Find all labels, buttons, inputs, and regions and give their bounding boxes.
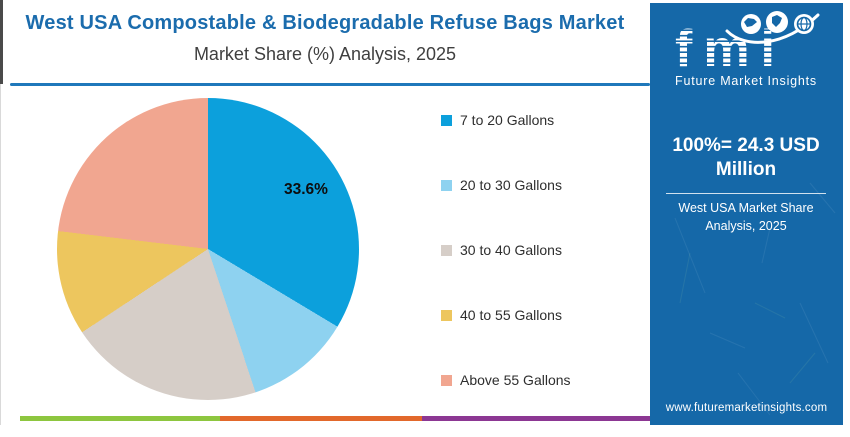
market-size-headline: 100%= 24.3 USD Million	[672, 135, 820, 180]
fmi-logo: fmi Future Market Insights	[675, 11, 820, 88]
legend-item-label: 7 to 20 Gallons	[460, 112, 555, 128]
pie-slice-callout: 33.6%	[284, 181, 328, 198]
panel-background-texture	[674, 182, 836, 416]
logo-medallion-map-1	[741, 14, 761, 34]
legend-swatch-icon	[441, 374, 452, 386]
page-title: West USA Compostable & Biodegradable Ref…	[25, 12, 625, 34]
legend-swatch-icon	[441, 309, 452, 321]
window-left-accent	[0, 0, 3, 84]
legend-item-above-55: Above 55 Gallons	[441, 372, 571, 388]
logo-tagline: Future Market Insights	[675, 74, 817, 88]
brand-side-panel: fmi Future Market Insights 100%= 24.3 US…	[650, 3, 843, 425]
chart-legend: 7 to 20 Gallons 20 to 30 Gallons 30 to 4…	[441, 112, 571, 437]
legend-swatch-icon	[441, 114, 452, 126]
legend-item-label: 30 to 40 Gallons	[460, 242, 562, 258]
legend-item-7-20: 7 to 20 Gallons	[441, 112, 571, 128]
pie-chart	[57, 98, 359, 400]
legend-item-label: 20 to 30 Gallons	[460, 177, 562, 193]
legend-item-40-55: 40 to 55 Gallons	[441, 307, 571, 323]
logo-medallion-map-2	[766, 11, 788, 33]
legend-item-20-30: 20 to 30 Gallons	[441, 177, 571, 193]
footer-accent-bar-purple	[422, 416, 650, 421]
legend-swatch-icon	[441, 179, 452, 191]
page-subtitle: Market Share (%) Analysis, 2025	[193, 44, 457, 64]
panel-divider	[666, 193, 826, 194]
panel-caption: West USA Market Share Analysis, 2025	[678, 201, 814, 234]
footer-accent-bar-orange	[220, 416, 422, 421]
footer-accent-bar-green	[20, 416, 220, 421]
legend-item-label: 40 to 55 Gallons	[460, 307, 562, 323]
header-divider	[10, 83, 650, 86]
website-link[interactable]: www.futuremarketinsights.com	[665, 402, 828, 414]
window-left-hairline	[0, 0, 1, 425]
legend-item-30-40: 30 to 40 Gallons	[441, 242, 571, 258]
legend-item-label: Above 55 Gallons	[460, 372, 571, 388]
logo-medallion-globe	[794, 14, 814, 34]
header: West USA Compostable & Biodegradable Ref…	[0, 0, 650, 65]
legend-swatch-icon	[441, 244, 452, 256]
